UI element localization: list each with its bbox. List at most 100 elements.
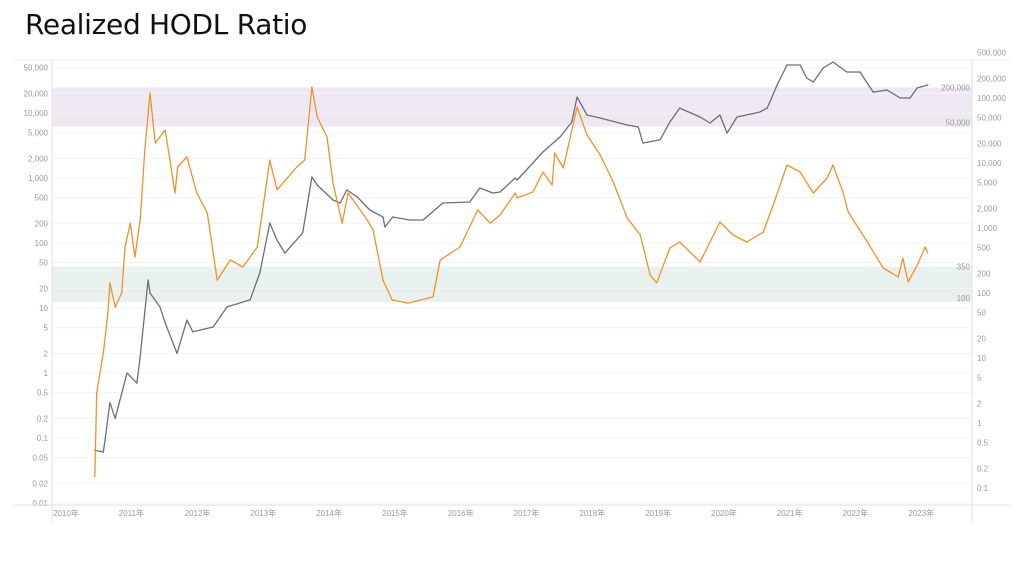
data-point-rhodl-ratio (639, 234, 641, 236)
data-point-rhodl-ratio (304, 159, 306, 161)
data-point-price (899, 97, 901, 99)
left-axis-tick-label: 1,000 (28, 174, 49, 183)
data-point-price (719, 114, 721, 116)
data-point-price (599, 117, 601, 119)
right-axis-tick-label: 50 (977, 309, 986, 318)
right-axis-tick-label: 0.5 (977, 439, 989, 448)
left-axis-tick-label: 0.2 (37, 414, 49, 423)
data-point-price (302, 232, 304, 234)
data-point-rhodl-ratio (94, 475, 96, 478)
left-axis-tick-label: 0.05 (32, 454, 48, 463)
data-point-rhodl-ratio (102, 352, 104, 354)
x-axis-tick-label: 2017年 (514, 508, 540, 518)
top-band (52, 87, 972, 127)
data-point-rhodl-ratio (902, 257, 904, 259)
data-point-price (316, 184, 318, 186)
left-axis-tick-label: 2,000 (28, 154, 49, 163)
right-axis-tick-label: 10 (977, 354, 986, 363)
data-point-rhodl-ratio (576, 106, 578, 108)
bottom-band-high-label: 350 (957, 263, 971, 272)
data-point-rhodl-ratio (256, 246, 258, 248)
data-point-price (104, 437, 106, 439)
data-point-rhodl-ratio (499, 214, 501, 216)
data-point-rhodl-ratio (114, 306, 116, 308)
right-axis-tick-label: 10,000 (977, 159, 1002, 168)
bottom-band (52, 266, 972, 302)
data-point-price (469, 201, 471, 203)
x-axis-tick-label: 2020年 (711, 508, 737, 518)
data-point-price (846, 71, 848, 73)
right-axis-tick-label: 100 (977, 289, 991, 298)
right-axis-tick-label: 2 (977, 399, 982, 408)
data-point-rhodl-ratio (296, 166, 298, 168)
data-point-rhodl-ratio (514, 192, 516, 194)
x-axis-tick-label: 2018年 (579, 508, 605, 518)
data-point-price (679, 107, 681, 109)
right-axis-tick-label: 0.2 (977, 464, 989, 473)
data-point-rhodl-ratio (842, 191, 844, 193)
right-axis-tick-label: 5 (977, 374, 982, 383)
data-point-rhodl-ratio (144, 149, 146, 151)
data-point-rhodl-ratio (516, 197, 518, 199)
data-point-rhodl-ratio (196, 192, 198, 194)
data-point-price (859, 71, 861, 73)
data-point-rhodl-ratio (109, 282, 111, 284)
data-point-price (571, 121, 573, 123)
left-axis-tick-label: 100 (35, 239, 49, 248)
data-point-rhodl-ratio (391, 299, 393, 301)
data-point-rhodl-ratio (164, 129, 166, 131)
data-point-price (276, 239, 278, 241)
left-axis-tick-label: 5,000 (28, 129, 49, 138)
data-point-rhodl-ratio (612, 181, 614, 183)
data-point-rhodl-ratio (382, 279, 384, 281)
data-point-price (799, 64, 801, 66)
x-axis-tick-label: 2014年 (316, 508, 342, 518)
data-point-rhodl-ratio (366, 219, 368, 221)
data-point-price (356, 196, 358, 198)
right-axis-tick-label: 1,000 (977, 224, 998, 233)
data-point-rhodl-ratio (826, 177, 828, 179)
left-axis-tick-label: 20,000 (24, 89, 49, 98)
data-point-rhodl-ratio (927, 252, 929, 254)
left-axis-tick-label: 0.01 (32, 499, 48, 508)
data-point-price (516, 179, 518, 181)
data-point-price (637, 126, 639, 128)
right-axis-tick-label: 500 (977, 244, 991, 253)
data-point-rhodl-ratio (812, 192, 814, 194)
data-point-price (164, 322, 166, 324)
data-point-price (832, 61, 834, 63)
data-point-rhodl-ratio (649, 274, 651, 276)
left-axis-tick-label: 2 (44, 349, 49, 358)
data-point-rhodl-ratio (432, 296, 434, 298)
left-axis-tick-label: 20 (39, 284, 48, 293)
data-point-rhodl-ratio (332, 182, 334, 184)
data-point-rhodl-ratio (154, 142, 156, 144)
data-point-rhodl-ratio (679, 241, 681, 243)
data-point-rhodl-ratio (276, 189, 278, 191)
data-point-price (311, 176, 313, 178)
data-point-price (149, 292, 151, 294)
right-axis-tick-label: 2,000 (977, 204, 998, 213)
data-point-rhodl-ratio (772, 204, 774, 206)
data-point-price (409, 219, 411, 221)
data-point-price (136, 382, 138, 384)
data-point-rhodl-ratio (269, 159, 271, 161)
data-point-price (726, 132, 728, 134)
data-point-price (384, 226, 386, 228)
x-axis-tick-label: 2021年 (777, 508, 803, 518)
data-point-price (626, 124, 628, 126)
data-point-rhodl-ratio (847, 211, 849, 213)
data-point-rhodl-ratio (626, 217, 628, 219)
x-axis-tick-label: 2019年 (645, 508, 671, 518)
data-point-price (736, 116, 738, 118)
data-point-rhodl-ratio (699, 261, 701, 263)
data-point-price (126, 372, 128, 374)
data-point-price (192, 331, 194, 333)
data-point-price (109, 402, 111, 404)
data-point-price (514, 177, 516, 179)
data-point-price (186, 319, 188, 321)
left-axis-tick-label: 1 (44, 369, 49, 378)
data-point-rhodl-ratio (916, 264, 918, 266)
data-point-rhodl-ratio (732, 234, 734, 236)
data-point-price (786, 64, 788, 66)
